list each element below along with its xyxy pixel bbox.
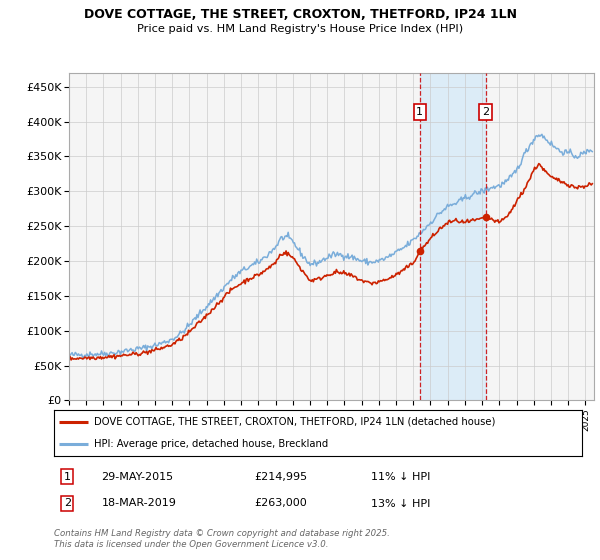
- Bar: [420, 73, 486, 400]
- Text: £263,000: £263,000: [254, 498, 307, 508]
- Text: £214,995: £214,995: [254, 472, 308, 482]
- Text: 29-MAY-2015: 29-MAY-2015: [101, 472, 173, 482]
- Text: Contains HM Land Registry data © Crown copyright and database right 2025.
This d: Contains HM Land Registry data © Crown c…: [54, 529, 390, 549]
- Text: Price paid vs. HM Land Registry's House Price Index (HPI): Price paid vs. HM Land Registry's House …: [137, 24, 463, 34]
- Text: 1: 1: [64, 472, 71, 482]
- Text: 1: 1: [416, 107, 424, 117]
- Text: 18-MAR-2019: 18-MAR-2019: [101, 498, 176, 508]
- Text: 2: 2: [482, 107, 489, 117]
- Text: DOVE COTTAGE, THE STREET, CROXTON, THETFORD, IP24 1LN (detached house): DOVE COTTAGE, THE STREET, CROXTON, THETF…: [94, 417, 495, 427]
- Text: HPI: Average price, detached house, Breckland: HPI: Average price, detached house, Brec…: [94, 438, 328, 449]
- Text: DOVE COTTAGE, THE STREET, CROXTON, THETFORD, IP24 1LN: DOVE COTTAGE, THE STREET, CROXTON, THETF…: [83, 8, 517, 21]
- Text: 13% ↓ HPI: 13% ↓ HPI: [371, 498, 430, 508]
- Text: 2: 2: [64, 498, 71, 508]
- Text: 11% ↓ HPI: 11% ↓ HPI: [371, 472, 430, 482]
